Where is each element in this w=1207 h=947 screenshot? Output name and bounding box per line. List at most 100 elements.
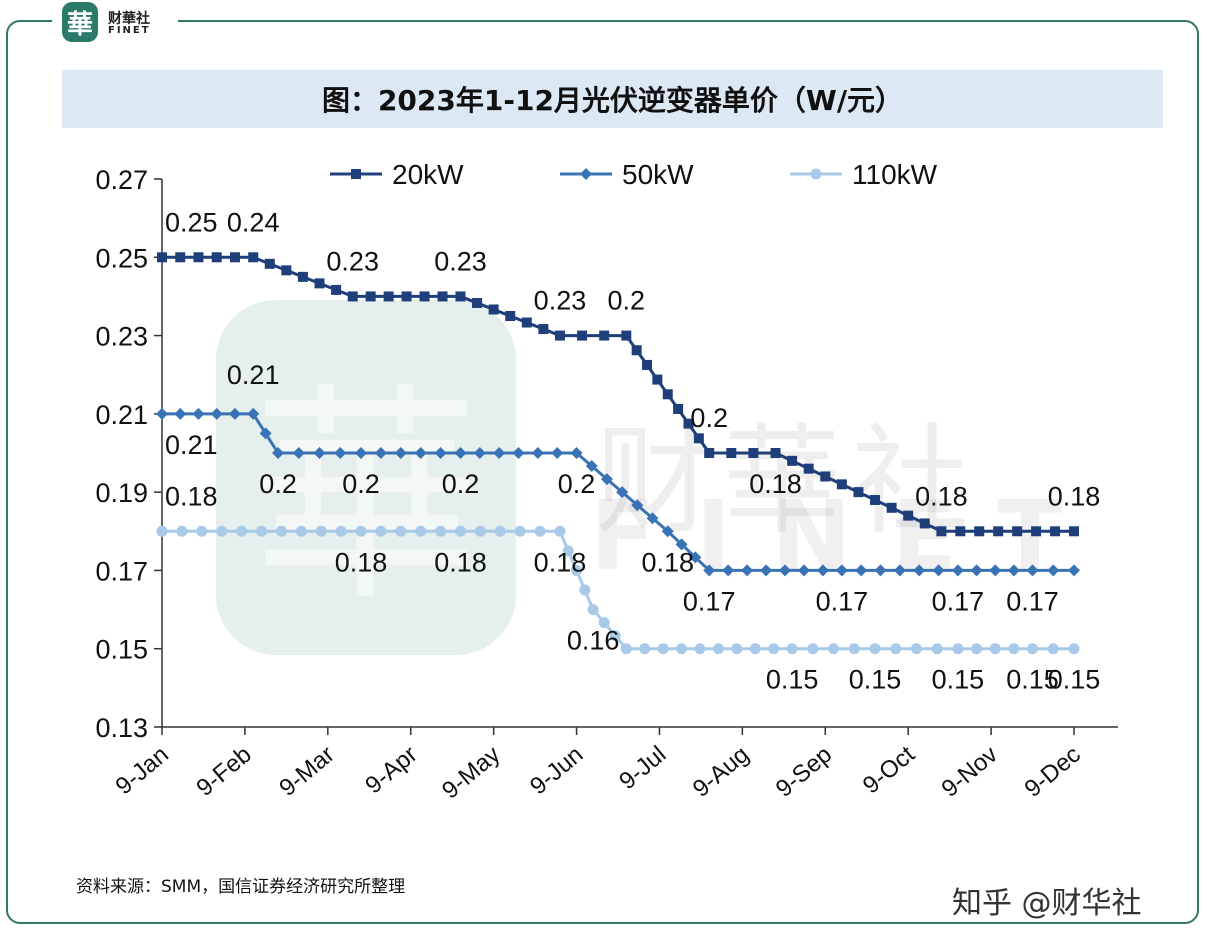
legend-marker (351, 169, 361, 179)
data-point (869, 643, 881, 655)
data-point (538, 324, 549, 335)
data-point (415, 525, 427, 537)
data-point (1068, 643, 1080, 655)
data-point (454, 525, 466, 537)
data-point (642, 359, 653, 370)
data-point (248, 252, 259, 263)
data-point (1068, 564, 1080, 577)
y-tick-label: 0.25 (95, 243, 148, 273)
data-label: 0.17 (683, 586, 736, 616)
data-label: 0.21 (165, 430, 218, 460)
data-point (803, 463, 814, 474)
data-point (955, 526, 966, 537)
data-point (437, 291, 448, 302)
y-tick-label: 0.13 (95, 713, 148, 743)
data-point (434, 447, 447, 459)
data-point (505, 311, 516, 321)
data-point (577, 330, 588, 341)
data-point (521, 317, 532, 328)
data-point (910, 643, 922, 655)
x-tick-label: 9-Feb (191, 741, 256, 802)
brand-seal-logo: 華 (62, 2, 98, 42)
data-point (264, 258, 275, 269)
y-tick-label: 0.17 (95, 556, 148, 586)
data-point (970, 564, 983, 577)
data-point (704, 448, 715, 458)
data-point (820, 471, 831, 482)
data-point (749, 643, 761, 655)
x-tick-label: 9-May (437, 741, 505, 805)
data-point (472, 297, 483, 308)
data-point (474, 525, 486, 537)
y-tick-label: 0.23 (95, 322, 148, 352)
chart-frame (6, 20, 1199, 924)
data-point (414, 447, 427, 459)
data-point (156, 407, 168, 420)
data-label: 0.24 (227, 207, 280, 237)
data-point (807, 643, 819, 655)
data-point (247, 407, 260, 420)
data-point (272, 447, 285, 459)
data-point (174, 407, 187, 420)
data-point (383, 291, 394, 302)
brand-name-cn: 财華社 (108, 11, 150, 27)
data-point (488, 304, 499, 315)
data-point (354, 447, 367, 459)
x-tick-label: 9-Nov (937, 741, 1003, 803)
data-point (989, 564, 1002, 577)
data-point (1047, 564, 1060, 577)
data-label: 0.2 (342, 469, 380, 499)
legend-label: 50kW (622, 159, 694, 190)
source-note: 资料来源：SMM，国信证券经济研究所整理 (76, 877, 406, 897)
data-point (236, 525, 248, 537)
data-point (585, 460, 598, 473)
x-tick-label: 9-Oct (858, 741, 921, 800)
data-point (657, 643, 669, 655)
data-label: 0.23 (434, 246, 487, 276)
data-point (514, 525, 526, 537)
data-point (652, 374, 663, 385)
data-label: 0.23 (326, 246, 379, 276)
data-label: 0.18 (434, 547, 487, 577)
data-label: 0.15 (766, 665, 819, 695)
data-point (936, 526, 947, 537)
data-label: 0.18 (641, 547, 694, 577)
data-point (631, 345, 642, 356)
y-tick-label: 0.15 (95, 635, 148, 665)
chart-title-bar: 图：2023年1-12月光伏逆变器单价（W/元） (62, 70, 1163, 128)
data-point (157, 252, 167, 263)
data-point (748, 448, 759, 458)
data-point (255, 525, 267, 537)
data-point (228, 407, 241, 420)
zhihu-credit: 知乎 @财华社 (952, 886, 1142, 921)
data-point (347, 291, 358, 302)
data-point (1008, 643, 1020, 655)
x-tick-label: 9-Jun (525, 741, 588, 800)
data-label: 0.16 (567, 626, 620, 656)
x-tick-label: 9-Sep (771, 741, 837, 803)
data-point (335, 525, 347, 537)
data-point (455, 291, 466, 302)
data-point (295, 525, 307, 537)
data-point (1027, 643, 1039, 655)
data-point (473, 447, 486, 459)
data-label: 0.25 (165, 207, 218, 237)
data-point (175, 252, 186, 263)
data-label: 0.2 (442, 469, 480, 499)
data-point (741, 564, 754, 577)
legend-marker (810, 168, 822, 180)
data-point (874, 564, 887, 577)
data-point (494, 525, 506, 537)
data-label: 0.18 (915, 481, 968, 511)
data-point (196, 525, 208, 537)
data-point (694, 643, 706, 655)
data-label: 0.15 (1006, 665, 1059, 695)
data-point (229, 252, 240, 263)
data-point (870, 494, 881, 505)
data-point (401, 291, 412, 302)
data-point (836, 479, 847, 490)
data-point (599, 330, 610, 341)
data-point (562, 545, 574, 557)
data-label: 0.2 (558, 469, 596, 499)
data-point (786, 643, 798, 655)
